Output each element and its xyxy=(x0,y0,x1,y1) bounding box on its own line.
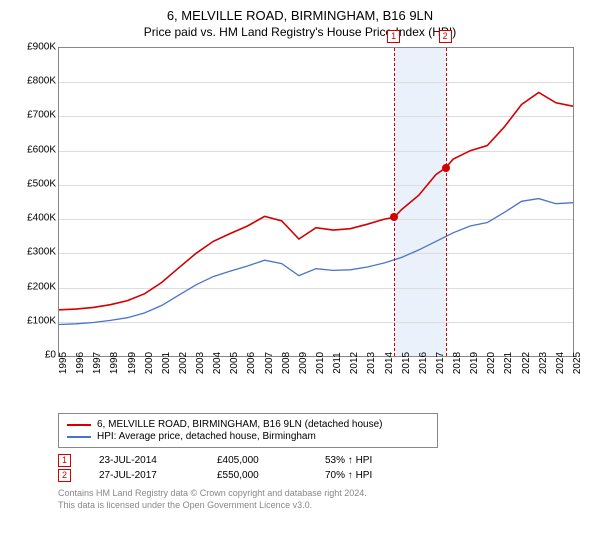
sale-date: 23-JUL-2014 xyxy=(99,455,189,466)
page-title: 6, MELVILLE ROAD, BIRMINGHAM, B16 9LN xyxy=(12,8,588,23)
legend-swatch xyxy=(67,436,91,438)
marker-box: 1 xyxy=(387,30,400,43)
series-hpi xyxy=(59,199,573,325)
y-axis-label: £0 xyxy=(12,350,56,361)
sales-table: 1 23-JUL-2014 £405,000 53% ↑ HPI 2 27-JUL-201… xyxy=(58,454,588,482)
series-property xyxy=(59,93,573,310)
legend-item: HPI: Average price, detached house, Birm… xyxy=(67,431,429,442)
legend: 6, MELVILLE ROAD, BIRMINGHAM, B16 9LN (d… xyxy=(58,413,438,448)
sale-marker: 2 xyxy=(58,469,71,482)
page-subtitle: Price paid vs. HM Land Registry's House … xyxy=(12,25,588,39)
y-axis-label: £600K xyxy=(12,144,56,155)
sale-dot xyxy=(390,213,398,221)
footer: Contains HM Land Registry data © Crown c… xyxy=(58,488,588,511)
y-axis-label: £400K xyxy=(12,213,56,224)
chart: £0 £100K £200K £300K £400K £500K £600K £700K £80… xyxy=(12,47,588,407)
marker-line xyxy=(394,48,395,356)
x-axis-label: 2025 xyxy=(572,352,600,374)
sale-marker: 1 xyxy=(58,454,71,467)
marker-box: 2 xyxy=(439,30,452,43)
y-axis-label: £300K xyxy=(12,247,56,258)
sale-delta: 70% ↑ HPI xyxy=(325,470,372,481)
marker-line xyxy=(446,48,447,356)
y-axis-label: £500K xyxy=(12,178,56,189)
y-axis-label: £700K xyxy=(12,110,56,121)
sale-date: 27-JUL-2017 xyxy=(99,470,189,481)
y-axis-label: £100K xyxy=(12,315,56,326)
sale-price: £550,000 xyxy=(217,470,297,481)
sale-dot xyxy=(442,164,450,172)
legend-label: HPI: Average price, detached house, Birm… xyxy=(97,431,316,442)
sale-price: £405,000 xyxy=(217,455,297,466)
plot-svg xyxy=(59,48,573,356)
sale-row: 1 23-JUL-2014 £405,000 53% ↑ HPI xyxy=(58,454,588,467)
footer-line1: Contains HM Land Registry data © Crown c… xyxy=(58,488,588,500)
y-axis-label: £800K xyxy=(12,76,56,87)
y-axis-label: £900K xyxy=(12,42,56,53)
sale-delta: 53% ↑ HPI xyxy=(325,455,372,466)
legend-label: 6, MELVILLE ROAD, BIRMINGHAM, B16 9LN (d… xyxy=(97,419,383,430)
footer-line2: This data is licensed under the Open Gov… xyxy=(58,500,588,512)
legend-swatch xyxy=(67,424,91,426)
y-axis-label: £200K xyxy=(12,281,56,292)
sale-row: 2 27-JUL-2017 £550,000 70% ↑ HPI xyxy=(58,469,588,482)
legend-item: 6, MELVILLE ROAD, BIRMINGHAM, B16 9LN (d… xyxy=(67,419,429,430)
